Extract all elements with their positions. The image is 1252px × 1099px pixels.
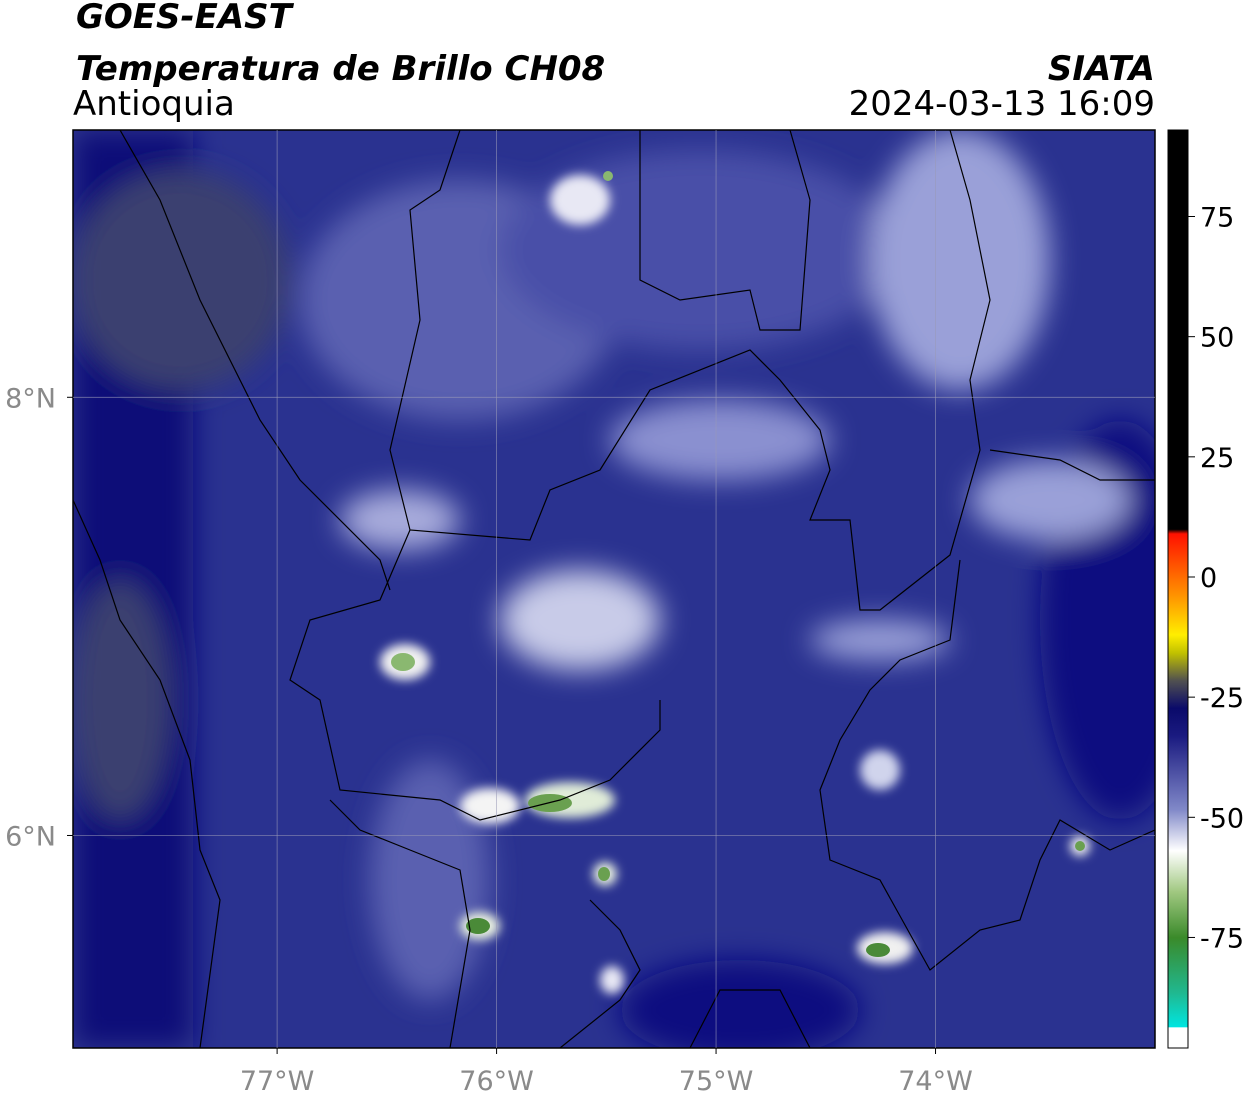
cloud-core (391, 653, 415, 671)
colorbar-tick-label: -25 (1200, 683, 1244, 714)
x-tick-label: 74°W (898, 1066, 973, 1097)
y-tick-label: 8°N (5, 383, 56, 414)
cloud-core (598, 867, 610, 881)
x-tick-label: 77°W (240, 1066, 315, 1097)
x-tick-label: 75°W (679, 1066, 754, 1097)
cloud-core (466, 918, 490, 934)
colorbar-tick-label: 25 (1200, 443, 1234, 474)
source: SIATA (1048, 49, 1155, 89)
satellite-image (73, 130, 1155, 1048)
map-frame (72, 129, 1156, 1049)
borders (73, 130, 1155, 1048)
cloud-core (1075, 841, 1085, 851)
y-tick-label: 6°N (5, 821, 56, 852)
subtitle: Temperatura de Brillo CH08 (76, 49, 605, 89)
colorbar-tick-label: -75 (1200, 923, 1244, 954)
colorbar-tick-label: 75 (1200, 203, 1234, 234)
region: Antioquia (73, 84, 235, 124)
cloud-core (603, 171, 613, 181)
colorbar-tick-label: 0 (1200, 563, 1217, 594)
colorbar-tick-label: -50 (1200, 803, 1244, 834)
cloud-core (866, 943, 890, 957)
title: GOES-EAST (76, 0, 295, 37)
datetime: 2024-03-13 16:09 (849, 84, 1155, 124)
x-tick-label: 76°W (459, 1066, 534, 1097)
colorbar (1167, 129, 1189, 1049)
colorbar-tick-label: 50 (1200, 323, 1234, 354)
